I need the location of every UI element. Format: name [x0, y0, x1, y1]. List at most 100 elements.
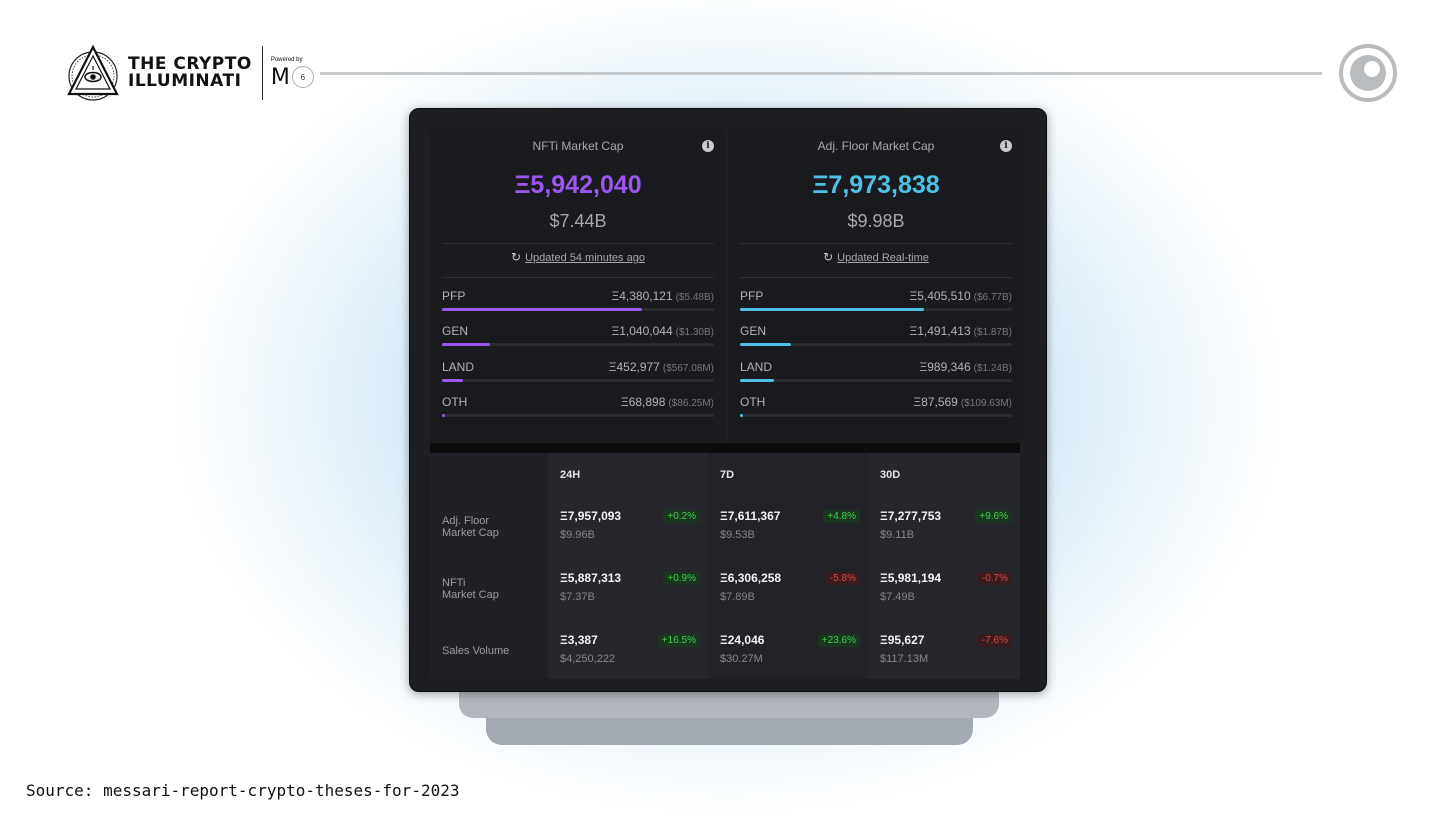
section-separator — [430, 443, 1020, 453]
change-badge: +4.8% — [823, 510, 860, 523]
change-badge: +16.5% — [657, 634, 700, 647]
category-bar-fill — [740, 343, 791, 346]
category-bar-fill — [740, 308, 925, 311]
row-label-line1: Adj. Floor — [442, 515, 490, 527]
cell-eth: Ξ5,887,313 — [560, 571, 622, 585]
powered-by: Powered by M 6 — [271, 57, 314, 90]
category-name: OTH — [442, 395, 468, 409]
category-bar-track — [442, 414, 714, 417]
category-row: OTH Ξ87,569 ($109.63M) — [740, 395, 1012, 421]
cell-usd: $7.37B — [560, 591, 595, 603]
category-bar-track — [442, 343, 714, 346]
category-eth: Ξ1,040,044 — [611, 324, 673, 338]
change-badge: -0.7% — [977, 572, 1012, 585]
category-name: OTH — [740, 395, 766, 409]
table-column-30d: 30D Ξ7,277,753 $9.11B +9.6% Ξ5,981,194 $… — [868, 453, 1020, 679]
category-value: Ξ989,346 ($1.24B) — [919, 360, 1012, 374]
floor-market-cap-panel: Adj. Floor Market Cap i Ξ7,973,838 $9.98… — [728, 129, 1024, 443]
brand-name-line2: ILLUMINATI — [128, 71, 242, 91]
row-label-sales-volume: Sales Volume — [442, 645, 509, 657]
category-usd: ($109.63M) — [960, 398, 1012, 409]
category-bar-fill — [442, 343, 490, 346]
table-cell: Ξ3,387 $4,250,222 +16.5% — [560, 633, 700, 673]
cell-usd: $7.49B — [880, 591, 915, 603]
nfti-market-cap-panel: NFTi Market Cap i Ξ5,942,040 $7.44B ↻ Upd… — [430, 129, 726, 443]
category-value: Ξ87,569 ($109.63M) — [913, 395, 1012, 409]
category-bar-track — [442, 308, 714, 311]
illuminati-eye-icon — [67, 44, 119, 101]
floor-updated[interactable]: ↻ Updated Real-time — [728, 250, 1024, 264]
cell-usd: $7.89B — [720, 591, 755, 603]
table-column-24h: 24H Ξ7,957,093 $9.96B +0.2% Ξ5,887,313 $… — [548, 453, 708, 679]
change-badge: +9.6% — [975, 510, 1012, 523]
category-eth: Ξ87,569 — [913, 395, 958, 409]
category-row: LAND Ξ989,346 ($1.24B) — [740, 360, 1012, 386]
refresh-icon[interactable]: ↻ — [823, 250, 834, 264]
category-name: GEN — [442, 324, 469, 338]
table-cell: Ξ5,887,313 $7.37B +0.9% — [560, 571, 700, 611]
cell-eth: Ξ95,627 — [880, 633, 925, 647]
brand-name: THE CRYPTO ILLUMINATI — [128, 56, 252, 90]
cell-eth: Ξ5,981,194 — [880, 571, 942, 585]
cell-usd: $9.53B — [720, 529, 755, 541]
row-label-line2: Market Cap — [442, 589, 499, 601]
nfti-usd-value: $7.44B — [549, 211, 607, 231]
cell-eth: Ξ7,277,753 — [880, 509, 942, 523]
brand-name-line1: THE CRYPTO — [128, 54, 252, 74]
column-header: 7D — [720, 469, 735, 481]
eye-icon[interactable] — [1338, 43, 1398, 103]
category-value: Ξ5,405,510 ($6.77B) — [909, 289, 1012, 303]
panel-title: NFTi Market Cap — [532, 139, 624, 153]
category-value: Ξ1,040,044 ($1.30B) — [611, 324, 714, 338]
category-usd: ($1.30B) — [675, 327, 714, 338]
category-eth: Ξ1,491,413 — [909, 324, 971, 338]
updated-text[interactable]: Updated Real-time — [837, 252, 929, 264]
header-divider — [320, 72, 1322, 75]
info-icon[interactable]: i — [1000, 140, 1012, 152]
floor-eth-value: Ξ7,973,838 — [812, 171, 940, 199]
powered-by-label: Powered by — [270, 56, 303, 63]
table-column-7d: 7D Ξ7,611,367 $9.53B +4.8% Ξ6,306,258 $7… — [708, 453, 868, 679]
cell-eth: Ξ3,387 — [560, 633, 598, 647]
category-row: PFP Ξ4,380,121 ($5.48B) — [442, 289, 714, 315]
change-badge: -5.8% — [825, 572, 860, 585]
category-eth: Ξ68,898 — [620, 395, 666, 409]
cell-usd: $117.13M — [880, 653, 929, 665]
table-row-labels: Adj. Floor Market Cap NFTi Market Cap Sa… — [430, 453, 548, 679]
category-bar-fill — [740, 414, 744, 417]
info-icon[interactable]: i — [702, 140, 714, 152]
cell-usd: $9.11B — [880, 529, 915, 541]
divider — [442, 277, 714, 278]
category-row: GEN Ξ1,040,044 ($1.30B) — [442, 324, 714, 350]
category-bar-fill — [442, 414, 446, 417]
change-badge: -7.6% — [977, 634, 1012, 647]
updated-text[interactable]: Updated 54 minutes ago — [525, 252, 645, 264]
table-cell: Ξ95,627 $117.13M -7.6% — [880, 633, 1012, 673]
category-eth: Ξ5,405,510 — [909, 289, 971, 303]
category-usd: ($1.87B) — [973, 327, 1012, 338]
cell-eth: Ξ6,306,258 — [720, 571, 782, 585]
category-usd: ($6.77B) — [973, 292, 1012, 303]
cell-eth: Ξ24,046 — [720, 633, 765, 647]
category-value: Ξ1,491,413 ($1.87B) — [909, 324, 1012, 338]
category-value: Ξ4,380,121 ($5.48B) — [611, 289, 714, 303]
category-value: Ξ452,977 ($567.08M) — [609, 360, 714, 374]
category-bar-track — [442, 379, 714, 382]
refresh-icon[interactable]: ↻ — [511, 250, 522, 264]
category-name: LAND — [442, 360, 475, 374]
category-name: GEN — [740, 324, 767, 338]
category-usd: ($1.24B) — [973, 363, 1012, 374]
divider — [442, 243, 714, 244]
category-bar-fill — [442, 379, 463, 382]
brand-separator — [261, 46, 263, 100]
column-header: 30D — [880, 469, 901, 481]
category-row: LAND Ξ452,977 ($567.08M) — [442, 360, 714, 386]
category-row: OTH Ξ68,898 ($86.25M) — [442, 395, 714, 421]
table-cell: Ξ6,306,258 $7.89B -5.8% — [720, 571, 860, 611]
category-eth: Ξ452,977 — [608, 360, 660, 374]
category-eth: Ξ4,380,121 — [611, 289, 673, 303]
table-cell: Ξ5,981,194 $7.49B -0.7% — [880, 571, 1012, 611]
category-eth: Ξ989,346 — [919, 360, 971, 374]
row-label-line1: Sales Volume — [442, 645, 510, 657]
nfti-updated[interactable]: ↻ Updated 54 minutes ago — [430, 250, 726, 264]
